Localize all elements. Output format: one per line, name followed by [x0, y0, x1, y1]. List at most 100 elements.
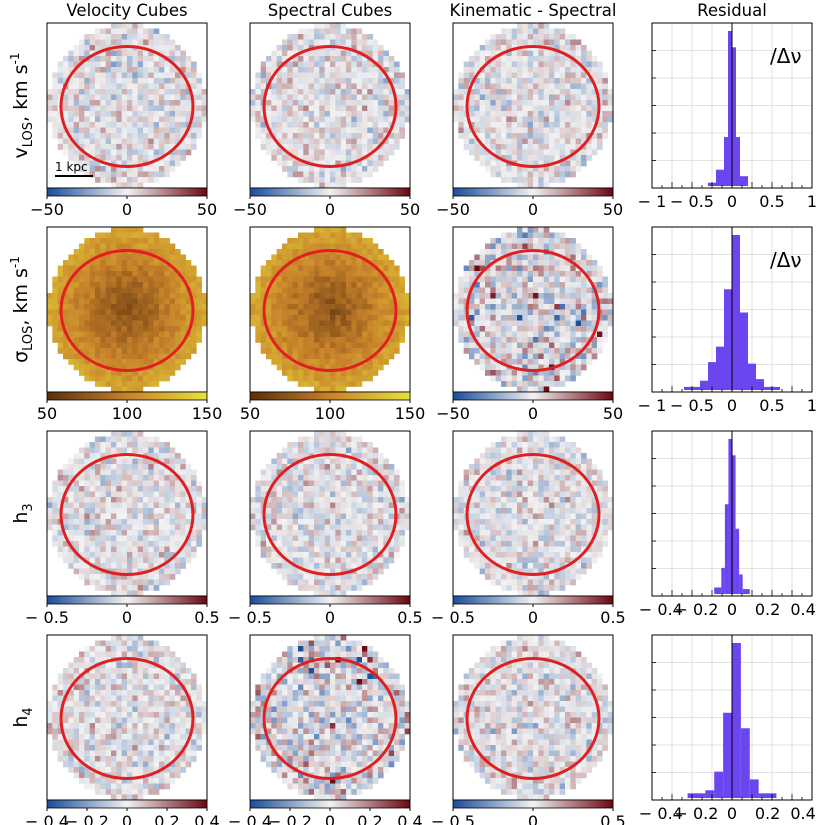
map-panel-r3-c2: − 0.5 0 0.5 [431, 634, 626, 825]
colorbar-tick-label: 0 [528, 200, 538, 219]
histogram-bar [736, 137, 740, 186]
colorbar-tick-label: − 0.5 [25, 608, 69, 627]
histogram-bar [700, 380, 708, 390]
x-tick-label: 0 [727, 804, 737, 823]
colorbar-tick-label: 100 [112, 404, 143, 423]
row-label-2: h3 [10, 503, 36, 523]
colorbar-tick-label: 0.2 [357, 812, 382, 825]
histogram-bar [732, 235, 740, 390]
histogram-bar [723, 712, 732, 798]
histogram-bar [716, 169, 724, 186]
x-tick-label: − 0.5 [670, 192, 714, 211]
histogram-bar [735, 528, 740, 594]
pixel-grid [250, 635, 411, 801]
map-panel-r3-c1: − 0.4− 0.2 0 0.2 0.4 [228, 634, 423, 825]
svg-text:σLOS, km s-1: σLOS, km s-1 [8, 256, 36, 363]
histogram-bar [758, 793, 777, 798]
colorbar-tick-label: −50 [30, 200, 64, 219]
x-tick-label: 0.2 [755, 600, 780, 619]
x-tick-label: 0 [727, 396, 737, 415]
row-label-3: h4 [10, 707, 36, 727]
histogram-panel-r3: − 0.4− 0.2 0 0.2 0.4 [639, 634, 816, 823]
aperture-ellipse [465, 453, 601, 576]
histogram-bars [687, 643, 777, 798]
colorbar: 50 100 150 [240, 391, 426, 423]
colorbar-tick-label: 0 [528, 812, 538, 825]
histogram-bar [742, 589, 750, 594]
histogram-bar [740, 312, 748, 390]
x-tick-label: 0 [727, 600, 737, 619]
colorbar: −50 0 50 [30, 187, 217, 219]
row-label-0: vLOS, km s-1 [8, 52, 36, 158]
histogram-bar [721, 567, 725, 594]
colorbar-tick-label: 0 [122, 812, 132, 825]
colorbar: − 0.5 0 0.5 [228, 595, 423, 627]
map-panel-r1-c2: −50 0 50 [436, 226, 623, 423]
histogram-bar [714, 587, 722, 594]
colorbar-tick-label: 0.2 [154, 812, 179, 825]
aperture-ellipse [465, 657, 601, 780]
row-label-main: σ [10, 351, 32, 363]
x-tick-label: 0.4 [790, 600, 815, 619]
colorbar-tick-label: − 0.2 [268, 812, 312, 825]
x-tick-label: − 0.4 [639, 804, 683, 823]
aperture-ellipse [262, 45, 398, 168]
histogram-bar [708, 362, 716, 390]
colorbar-tick-label: 0 [122, 200, 132, 219]
histogram-bar [748, 363, 756, 390]
histogram-bar [732, 455, 736, 594]
column-title-0: Velocity Cubes [66, 1, 187, 20]
x-tick-label: − 0.4 [639, 600, 683, 619]
histogram-panel-r2: − 0.4− 0.2 0 0.2 0.4 [639, 430, 816, 619]
histogram-bar [724, 137, 728, 186]
x-tick-label: 0.5 [759, 192, 784, 211]
colorbar-tick-label: 50 [37, 404, 57, 423]
colorbar-tick-label: 50 [603, 404, 623, 423]
aperture-ellipse [262, 657, 398, 780]
aperture-ellipse [59, 657, 195, 780]
aperture-ellipse [59, 249, 195, 372]
map-panel-r0-c1: −50 0 50 [233, 22, 420, 219]
colorbar-tick-label: 0.4 [397, 812, 422, 825]
pixel-grid [453, 227, 614, 393]
colorbar: − 0.4− 0.2 0 0.2 0.4 [25, 799, 220, 825]
colorbar-tick-label: −50 [233, 200, 267, 219]
aperture-ellipse [262, 453, 398, 576]
row-label-unit: , km s [10, 64, 32, 122]
colorbar: −50 0 50 [436, 187, 623, 219]
colorbar: − 0.5 0 0.5 [431, 595, 626, 627]
x-tick-label: − 0.2 [674, 804, 718, 823]
colorbar-tick-label: − 0.4 [228, 812, 272, 825]
histogram-panel-r0: − 1− 0.5 0 0.5 1/Δν [638, 22, 817, 211]
map-panel-r0-c2: −50 0 50 [436, 22, 623, 219]
colorbar-tick-label: − 0.4 [25, 812, 69, 825]
colorbar-tick-label: 0 [325, 812, 335, 825]
colorbar-tick-label: 50 [400, 200, 420, 219]
row-label-1: σLOS, km s-1 [8, 256, 36, 363]
histogram-bar [732, 47, 736, 186]
svg-text:vLOS, km s-1: vLOS, km s-1 [8, 52, 36, 158]
colorbar-tick-label: 100 [315, 404, 346, 423]
colorbar-tick-label: 150 [192, 404, 223, 423]
x-tick-label: 0 [727, 192, 737, 211]
colorbar-tick-label: 0.4 [194, 812, 219, 825]
colorbar-tick-label: 150 [395, 404, 426, 423]
aperture-ellipse [465, 45, 601, 168]
row-label-main: h [10, 716, 32, 728]
colorbar-tick-label: 0.5 [194, 608, 219, 627]
map-panel-r3-c0: − 0.4− 0.2 0 0.2 0.4 [25, 634, 220, 825]
row-label-sub: LOS [21, 122, 36, 147]
histogram-bar [728, 439, 732, 594]
row-label-main: v [10, 147, 32, 158]
x-tick-label: 0.2 [755, 804, 780, 823]
row-label-sup: -1 [8, 256, 22, 268]
x-tick-label: 0.5 [759, 396, 784, 415]
scalebar: 1 kpc [55, 160, 93, 177]
svg-text:h3: h3 [10, 503, 36, 523]
x-tick-label: 0.4 [790, 804, 815, 823]
colorbar: − 0.4− 0.2 0 0.2 0.4 [228, 799, 423, 825]
x-tick-label: 1 [807, 396, 817, 415]
x-tick-label: 1 [807, 192, 817, 211]
pixel-grid [250, 23, 411, 189]
